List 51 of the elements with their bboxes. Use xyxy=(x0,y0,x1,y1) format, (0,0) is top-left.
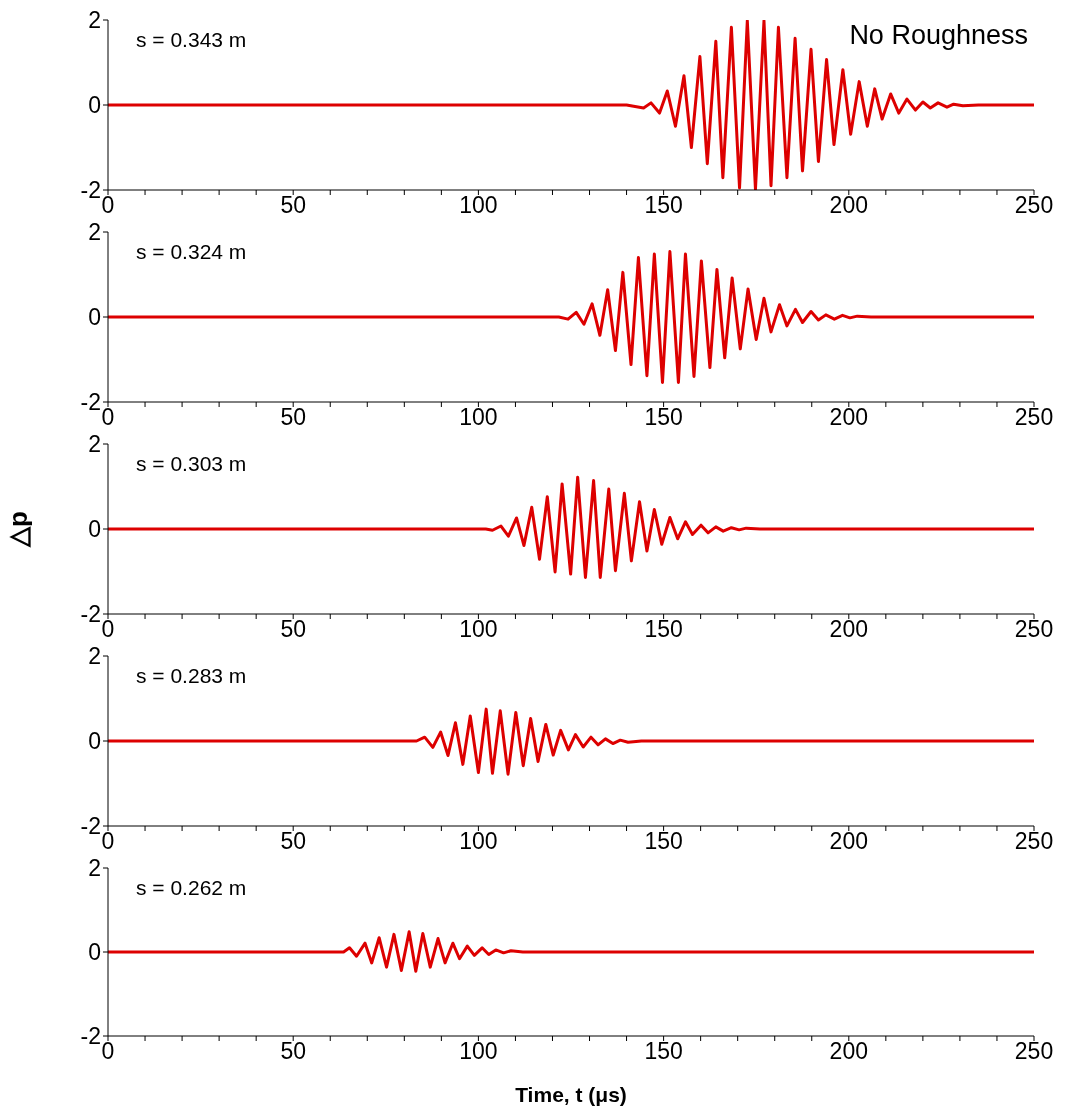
y-tick-label: 2 xyxy=(88,643,101,670)
line-series xyxy=(108,930,1034,973)
x-tick-label: 250 xyxy=(1014,828,1054,855)
annotation: s = 0.324 m xyxy=(136,240,247,264)
x-tick-label: 100 xyxy=(459,616,498,643)
y-tick-label: -2 xyxy=(80,813,101,840)
x-tick-label: 250 xyxy=(1014,1038,1054,1065)
annotation: s = 0.343 m xyxy=(136,28,247,52)
y-tick-label: -2 xyxy=(80,1023,101,1050)
y-axis-title: △p xyxy=(3,511,34,548)
x-tick-label: 100 xyxy=(459,192,498,219)
y-tick-label: 2 xyxy=(88,7,101,34)
x-tick-label: 150 xyxy=(644,192,683,219)
line-series xyxy=(108,707,1034,776)
y-tick-label: 0 xyxy=(88,92,101,119)
x-tick-label: 200 xyxy=(829,616,868,643)
x-tick-label: 150 xyxy=(644,404,683,431)
y-tick-label: 2 xyxy=(88,219,101,246)
y-tick-label: -2 xyxy=(80,389,101,416)
x-tick-label: 50 xyxy=(280,404,306,431)
x-tick-label: 100 xyxy=(459,828,498,855)
x-tick-label: 250 xyxy=(1014,404,1054,431)
y-tick-label: 0 xyxy=(88,516,101,543)
x-tick-label: 50 xyxy=(280,828,306,855)
y-tick-label: -2 xyxy=(80,601,101,628)
y-tick-label: 0 xyxy=(88,304,101,331)
annotation: s = 0.283 m xyxy=(136,664,247,688)
annotation: No Roughness xyxy=(849,20,1028,51)
x-tick-label: 200 xyxy=(829,1038,868,1065)
x-tick-label: 200 xyxy=(829,828,868,855)
x-tick-label: 150 xyxy=(644,616,683,643)
x-tick-label: 250 xyxy=(1014,192,1054,219)
y-tick-label: -2 xyxy=(80,177,101,204)
x-tick-label: 150 xyxy=(644,1038,683,1065)
x-axis-title: Time, t (μs) xyxy=(515,1083,627,1106)
y-tick-label: 0 xyxy=(88,939,101,966)
y-tick-label: 0 xyxy=(88,728,101,755)
x-tick-label: 100 xyxy=(459,404,498,431)
annotation: s = 0.262 m xyxy=(136,876,247,900)
x-tick-label: 100 xyxy=(459,1038,498,1065)
x-tick-label: 50 xyxy=(280,1038,306,1065)
annotation: s = 0.303 m xyxy=(136,452,247,476)
x-tick-label: 150 xyxy=(644,828,683,855)
line-series xyxy=(108,475,1034,579)
y-tick-label: 2 xyxy=(88,855,101,882)
y-tick-label: 2 xyxy=(88,431,101,458)
x-tick-label: 50 xyxy=(280,192,306,219)
x-tick-label: 250 xyxy=(1014,616,1054,643)
x-tick-label: 200 xyxy=(829,404,868,431)
x-tick-label: 200 xyxy=(829,192,868,219)
x-tick-label: 50 xyxy=(280,616,306,643)
